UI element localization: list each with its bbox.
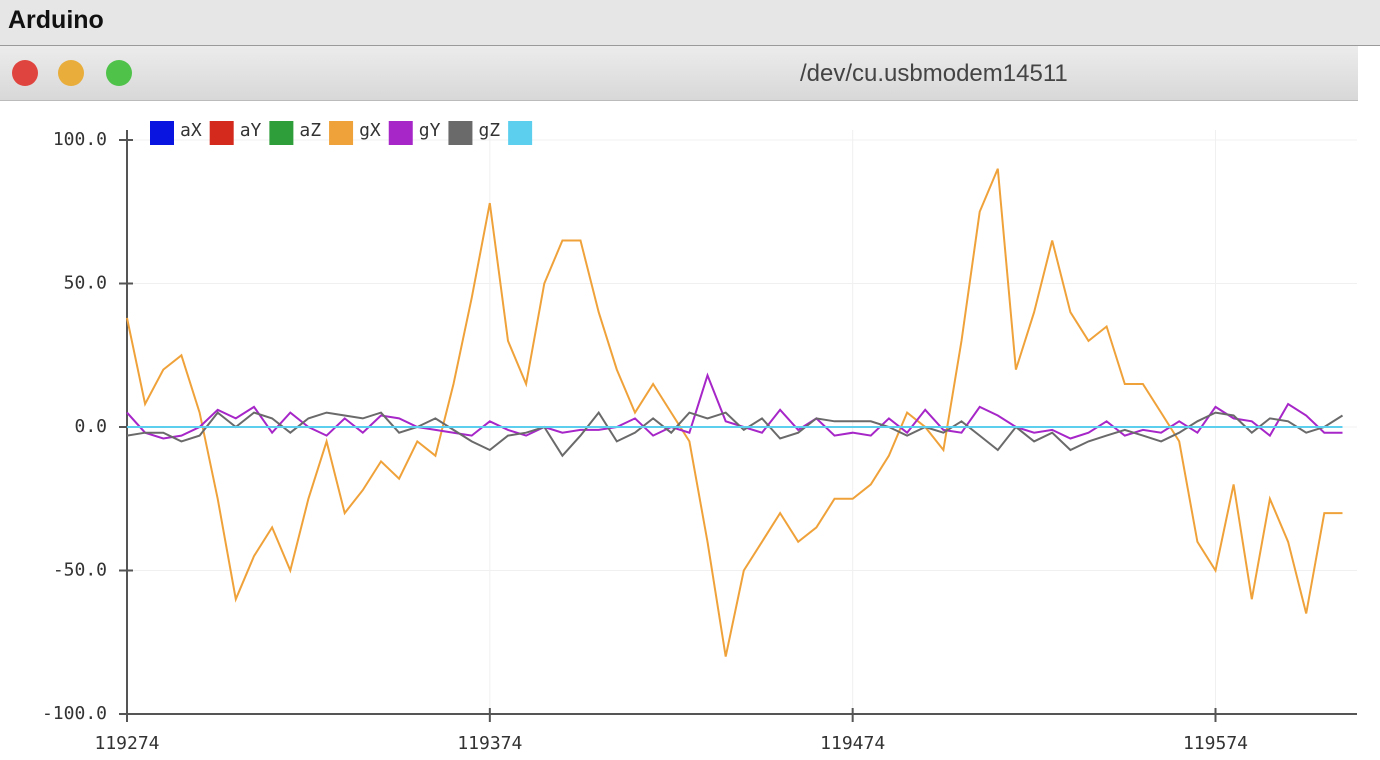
y-tick-label: -100.0 bbox=[42, 703, 107, 724]
x-tick-label: 119574 bbox=[1183, 733, 1248, 754]
legend-swatch bbox=[209, 121, 234, 145]
x-tick-label: 119274 bbox=[94, 733, 159, 754]
y-tick-label: 100.0 bbox=[53, 129, 107, 150]
x-tick-label: 119474 bbox=[820, 733, 885, 754]
legend-swatch bbox=[388, 121, 413, 145]
legend-swatch bbox=[448, 121, 473, 145]
legend-swatch bbox=[508, 121, 533, 145]
legend-label: aY bbox=[240, 120, 262, 141]
plot: -100.0 -50.0 0.0 50.0 100.0 119274 119374 11947… bbox=[42, 120, 1357, 754]
window-title: /dev/cu.usbmodem14511 bbox=[800, 60, 1068, 87]
minimize-button[interactable] bbox=[58, 60, 84, 86]
legend-swatch bbox=[150, 121, 174, 145]
zoom-button[interactable] bbox=[106, 60, 132, 86]
legend-label: gZ bbox=[478, 120, 500, 141]
legend-label: aX bbox=[180, 120, 202, 141]
legend-swatch bbox=[329, 121, 354, 145]
app-menu-bar: Arduino bbox=[0, 0, 1380, 46]
series-line bbox=[126, 168, 1343, 657]
series-line bbox=[126, 372, 1343, 440]
x-tick-label: 119374 bbox=[457, 733, 522, 754]
legend-label: aZ bbox=[299, 120, 321, 141]
y-tick-label: 50.0 bbox=[64, 273, 107, 294]
close-button[interactable] bbox=[12, 60, 38, 86]
series-line bbox=[126, 410, 1344, 458]
y-tick-label: -50.0 bbox=[53, 560, 107, 581]
legend-swatch bbox=[269, 121, 294, 145]
app-title: Arduino bbox=[8, 6, 104, 34]
y-tick-label: 0.0 bbox=[74, 416, 107, 437]
window-title-bar: /dev/cu.usbmodem14511 bbox=[0, 46, 1358, 101]
legend-label: gY bbox=[419, 120, 441, 141]
legend-label: gX bbox=[359, 120, 381, 141]
